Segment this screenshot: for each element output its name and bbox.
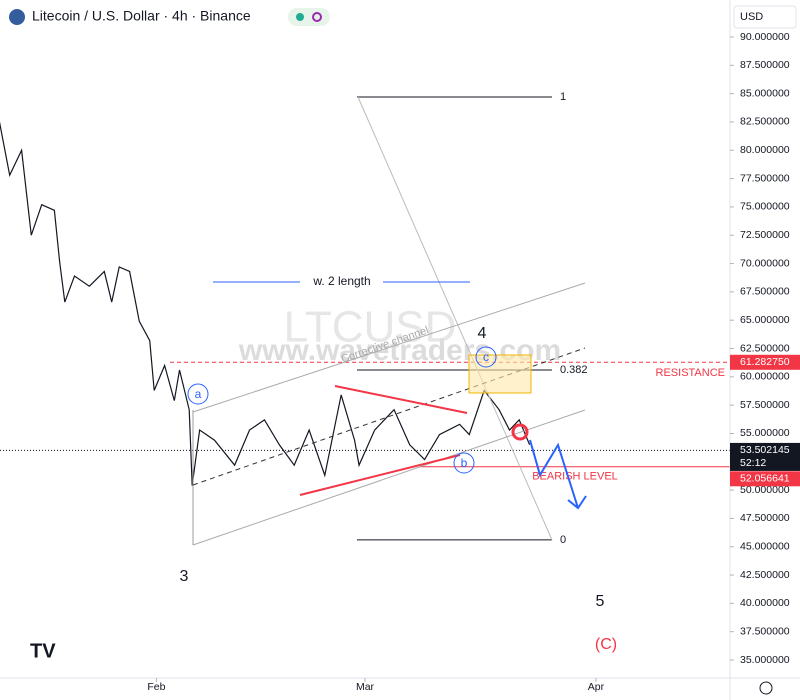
projection-arrow <box>567 495 587 510</box>
x-tick-label: Mar <box>356 681 375 693</box>
channel-upper <box>192 282 586 413</box>
y-tick-label: 82.500000 <box>740 116 790 128</box>
y-tick-label: 40.000000 <box>740 597 790 609</box>
fib-label: 0 <box>560 534 566 546</box>
y-tick-label: 65.000000 <box>740 314 790 326</box>
triangle-upper <box>334 385 468 414</box>
level-label: BEARISH LEVEL <box>532 471 618 483</box>
channel-lower <box>192 409 586 546</box>
y-tick-label: 55.000000 <box>740 427 790 439</box>
price-tag <box>730 442 800 471</box>
x-tick-label: Feb <box>147 681 165 693</box>
wave-circle <box>475 346 497 368</box>
coin-icon <box>9 9 25 25</box>
y-tick-label: 47.500000 <box>740 512 790 524</box>
plot-area: 1 0.382 0 RESISTANCE BEARISH LEVEL <box>0 91 730 546</box>
wave-circle <box>453 452 475 474</box>
y-tick-label: 87.500000 <box>740 59 790 71</box>
y-tick-label: 85.000000 <box>740 87 790 99</box>
y-tick-label: 35.000000 <box>740 654 790 666</box>
triangle-lower <box>299 454 461 496</box>
chart-title: Litecoin / U.S. Dollar · 4h · Binance <box>32 8 251 24</box>
wave-label: (C) <box>595 636 617 653</box>
price-tag-label: 53.502145 <box>740 444 790 456</box>
drawings <box>187 96 587 546</box>
y-tick-label: 60.000000 <box>740 371 790 383</box>
settings-icon[interactable] <box>759 681 773 695</box>
y-tick-label: 50.000000 <box>740 484 790 496</box>
y-tick-label: 42.500000 <box>740 569 790 581</box>
wave-label: b <box>461 456 468 470</box>
level-label: RESISTANCE <box>656 367 725 379</box>
wave-label: 3 <box>180 568 189 585</box>
projection <box>529 439 579 509</box>
y-tick-label: 90.000000 <box>740 31 790 43</box>
measure-label: w. 2 length <box>312 274 370 288</box>
price-tag-label: 61.282750 <box>740 356 790 368</box>
y-tick-label: 37.500000 <box>740 625 790 637</box>
status-dot <box>296 13 304 21</box>
price-tag <box>730 354 800 370</box>
y-tick-label: 62.500000 <box>740 342 790 354</box>
break-marker <box>511 423 529 441</box>
logo: TV <box>30 640 56 662</box>
status-pill[interactable] <box>288 8 330 26</box>
countdown: 52:12 <box>740 457 766 469</box>
wave-label: a <box>195 387 202 401</box>
currency: USD <box>740 11 763 23</box>
y-tick-label: 70.000000 <box>740 257 790 269</box>
y-tick-label: 77.500000 <box>740 172 790 184</box>
fib-label: 0.382 <box>560 364 588 376</box>
axes: 35.000000 37.500000 40.000000 42.500000 45.0… <box>147 31 800 693</box>
y-tick-label: 80.000000 <box>740 144 790 156</box>
target-box <box>468 354 532 394</box>
fib-label: 1 <box>560 91 566 103</box>
y-tick-label: 72.500000 <box>740 229 790 241</box>
y-tick-label: 75.000000 <box>740 201 790 213</box>
symbol-watermark: LTCUSD <box>284 303 457 352</box>
currency-button[interactable] <box>733 5 797 29</box>
wave-circle <box>187 383 209 405</box>
y-tick-label: 57.500000 <box>740 399 790 411</box>
fib-diagonal <box>357 96 553 541</box>
price-tag <box>730 471 800 487</box>
share-icon <box>312 12 322 22</box>
price-line <box>0 121 531 486</box>
y-tick-label: 67.500000 <box>740 286 790 298</box>
wave-label: 4 <box>478 325 487 342</box>
y-tick-label: 45.000000 <box>740 541 790 553</box>
wave-label: 5 <box>596 593 605 610</box>
price-tag-label: 52.056641 <box>740 473 790 485</box>
wave-label: c <box>483 350 489 364</box>
x-tick-label: Apr <box>588 681 605 693</box>
